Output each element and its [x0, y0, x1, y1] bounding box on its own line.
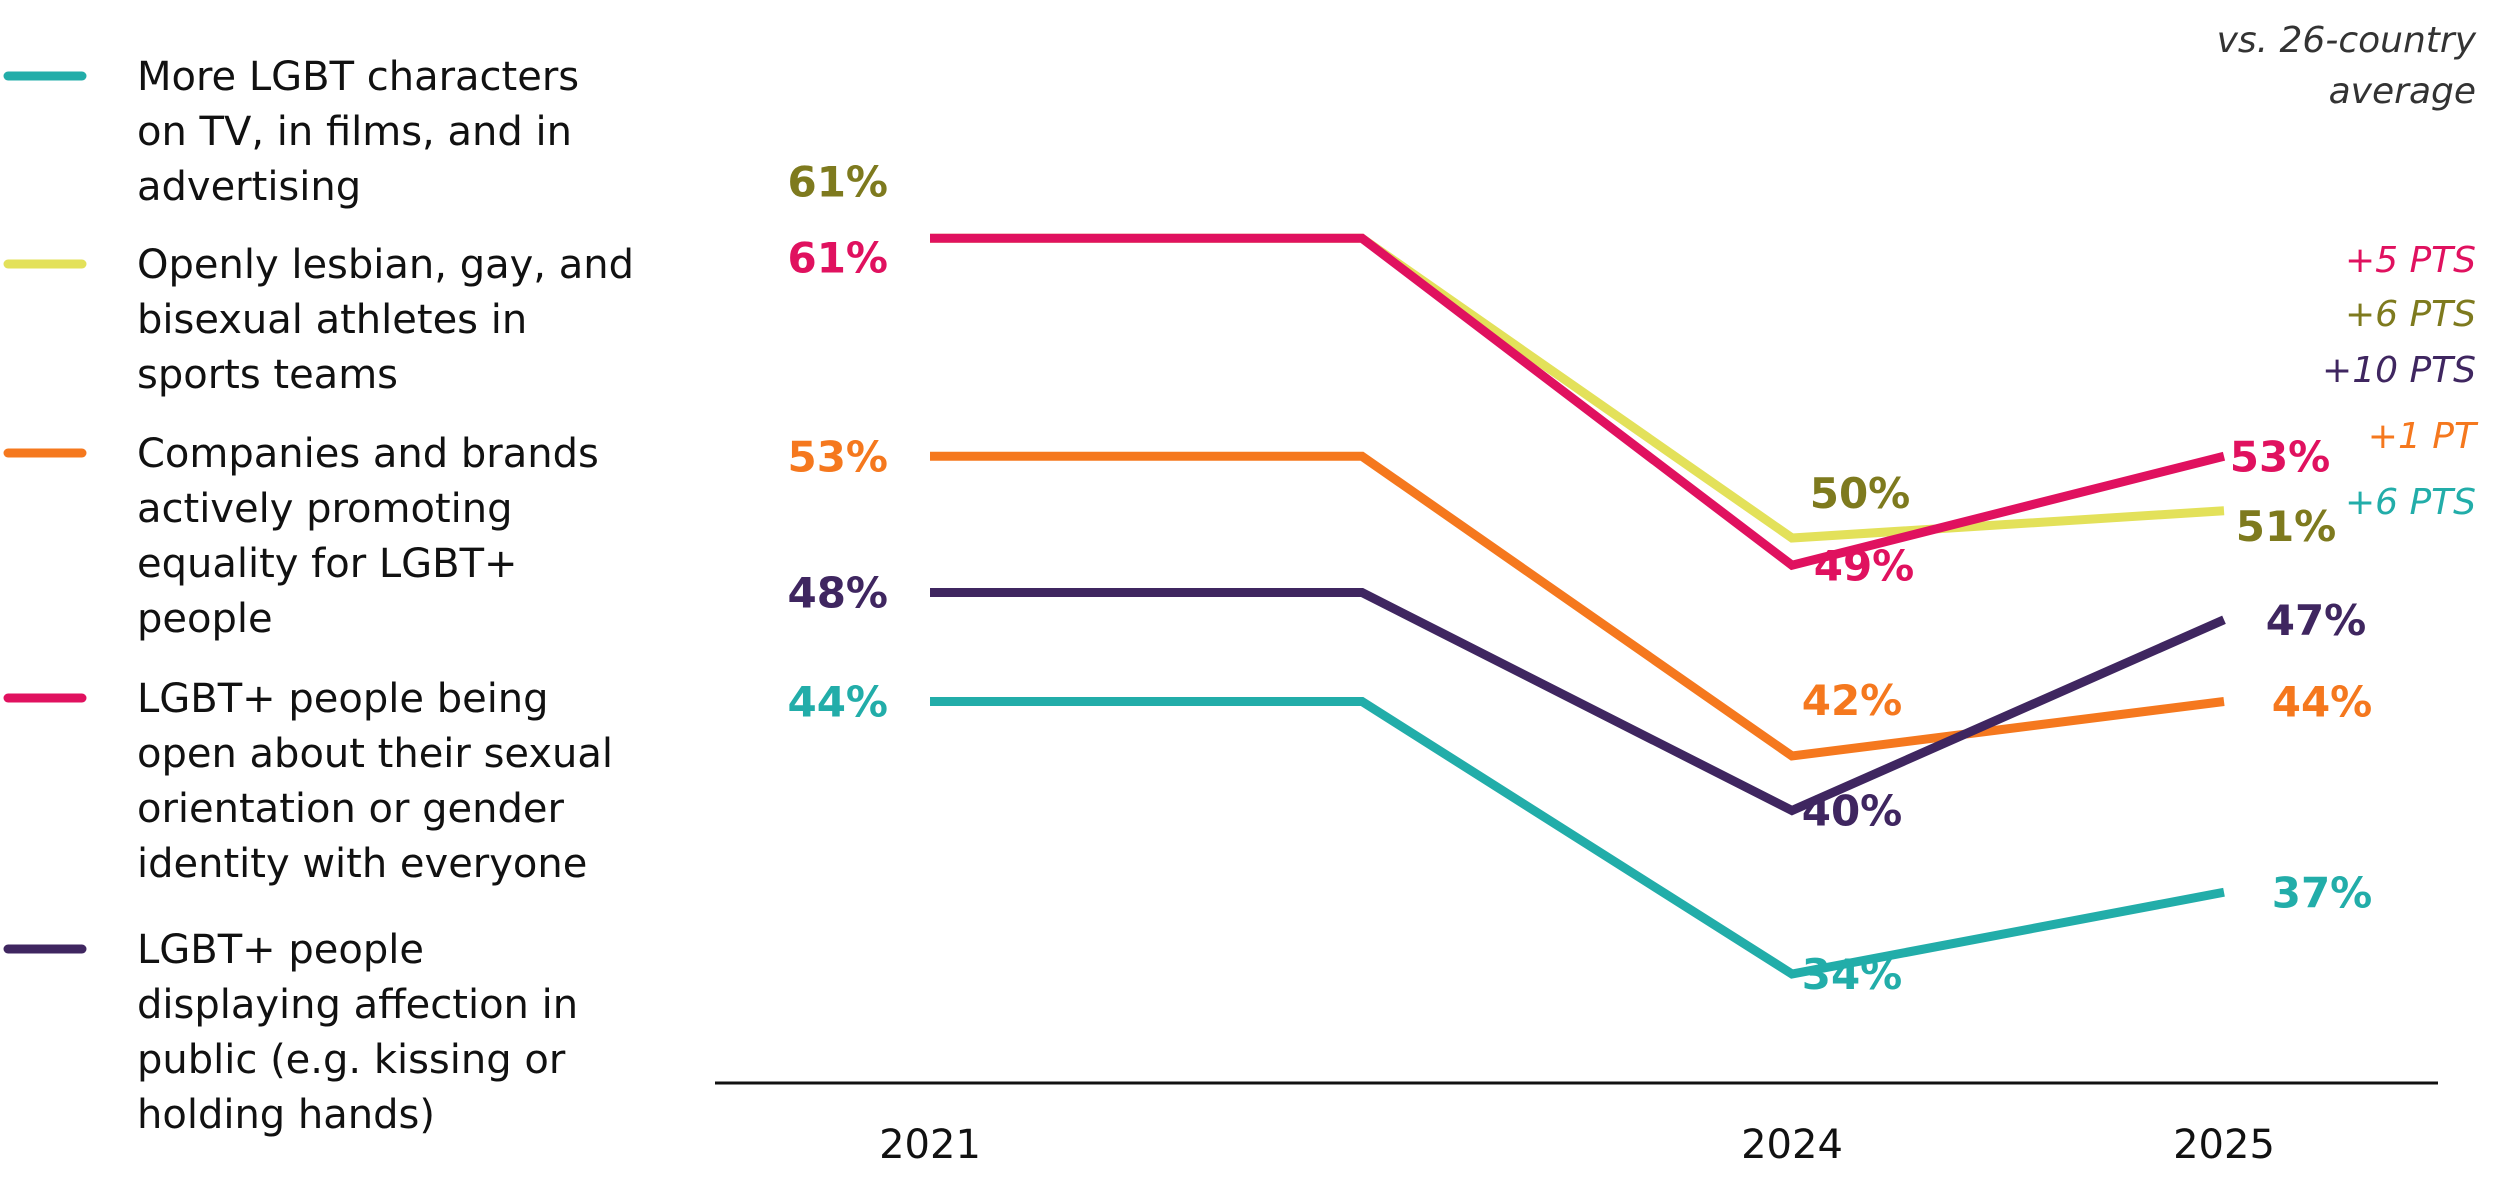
legend: More LGBT characters on TV, in films, and… [3, 54, 634, 1138]
legend-label: public (e.g. kissing or [137, 1037, 566, 1083]
x-tick-label: 2021 [879, 1122, 981, 1168]
series-line [930, 451, 2225, 761]
x-tick-label: 2025 [2173, 1122, 2275, 1168]
data-label: 44% [2272, 678, 2373, 727]
data-label: 47% [2266, 596, 2367, 645]
series-line [930, 233, 2226, 571]
legend-label: orientation or gender [137, 786, 565, 832]
legend-label: advertising [137, 164, 361, 210]
series-line [930, 697, 2225, 979]
change-label: +1 PT [2368, 416, 2479, 457]
legend-label: LGBT+ people being [137, 676, 549, 722]
series-line [930, 233, 2225, 543]
data-label: 48% [787, 569, 888, 618]
value-labels: 44% 34% 37% 61% 50% 51% 53% 42% 44% 61% 49% 53% 48% 4… [787, 157, 2372, 999]
legend-label: bisexual athletes in [137, 297, 527, 343]
data-label: 53% [787, 432, 888, 481]
data-label: 42% [1802, 676, 1903, 725]
change-label: +6 PTS [2345, 294, 2476, 335]
data-label: 53% [2230, 432, 2331, 481]
legend-label: Openly lesbian, gay, and [137, 242, 634, 288]
legend-label: identity with everyone [137, 841, 587, 887]
legend-label: people [137, 596, 273, 642]
data-label: 40% [1802, 787, 1903, 836]
data-label: 61% [787, 157, 888, 206]
data-label: 50% [1810, 469, 1911, 518]
x-tick-label: 2024 [1741, 1122, 1843, 1168]
legend-label: LGBT+ people [137, 927, 424, 973]
legend-label: on TV, in films, and in [137, 109, 572, 155]
legend-label: displaying affection in [137, 982, 578, 1028]
note-line-2: average [2329, 71, 2476, 112]
change-label: +5 PTS [2345, 240, 2476, 281]
legend-label: equality for LGBT+ [137, 541, 518, 587]
legend-label: Companies and brands [137, 431, 599, 477]
legend-label: holding hands) [137, 1092, 435, 1138]
data-label: 51% [2236, 502, 2337, 551]
legend-label: sports teams [137, 352, 398, 398]
change-labels: +5 PTS +6 PTS +10 PTS +1 PT +6 PTS [2322, 240, 2479, 523]
legend-label: More LGBT characters [137, 54, 579, 100]
note-line-1: vs. 26-country [2217, 20, 2477, 61]
change-label: +6 PTS [2345, 482, 2476, 523]
series-line [930, 588, 2226, 816]
data-label: 49% [1814, 541, 1915, 590]
legend-label: actively promoting [137, 486, 513, 532]
x-axis-ticks: 2021 2024 2025 [879, 1122, 2275, 1168]
change-label: +10 PTS [2322, 350, 2476, 391]
data-label: 61% [787, 233, 888, 282]
legend-label: open about their sexual [137, 731, 613, 777]
data-label: 34% [1802, 950, 1903, 999]
data-label: 37% [2272, 868, 2373, 917]
data-label: 44% [787, 678, 888, 727]
series-lines [930, 233, 2226, 979]
